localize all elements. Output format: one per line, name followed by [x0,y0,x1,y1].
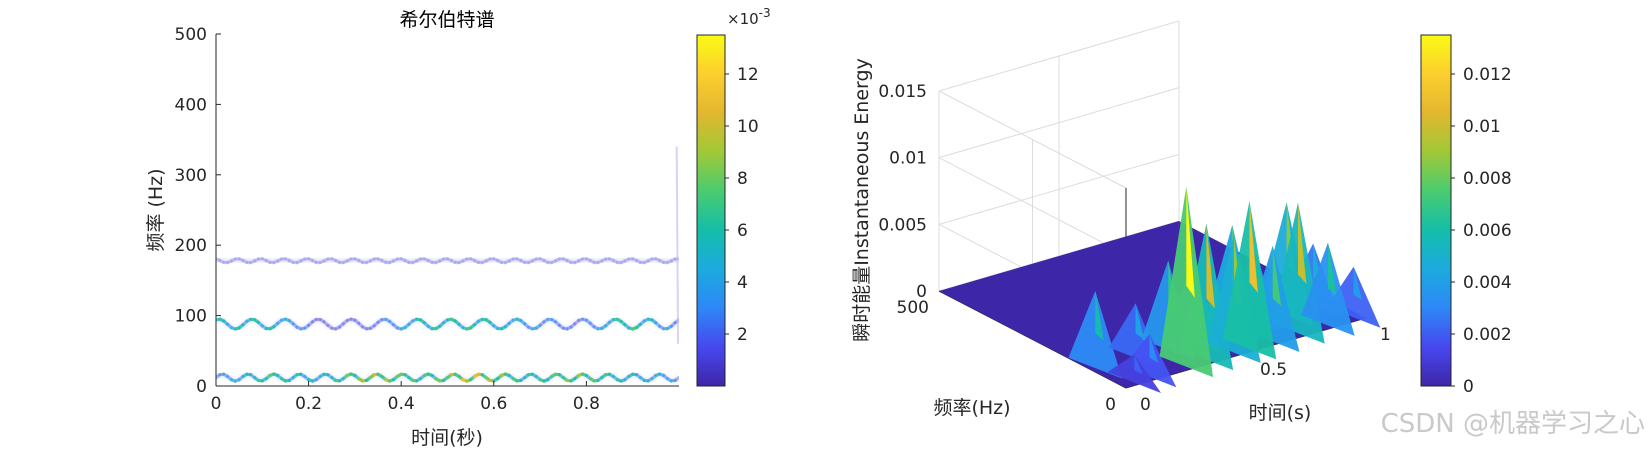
right-colorbar-bar [1420,34,1452,387]
surface-peak-crest [1249,200,1258,293]
surface-peak [1301,242,1355,336]
surface-peak-crest [1186,186,1195,298]
colorbar-tick-label: 10 [737,117,759,137]
left-plot-area [216,34,679,386]
y-tick-label: 300 [175,166,207,186]
right-colorbar-ticks: 0 0.002 0.004 0.006 0.008 0.01 0.012 [1451,65,1512,397]
left-y-ticks: 0 100 200 300 400 500 [175,25,221,397]
surface-peak-crest [1206,223,1215,309]
x-tick-label: 0 [211,394,222,414]
y-tick-label: 500 [175,25,207,45]
surface-peak-crest [1297,202,1307,285]
colorbar-tick-label: 0.012 [1463,65,1512,85]
surface-peak [1107,354,1162,393]
colorbar-tick-label: 2 [737,325,748,345]
colorbar-tick-label: 0.006 [1463,221,1512,241]
right-z-label: 瞬时能量Instantaneous Energy [851,58,873,342]
surface-peak-crest [1134,354,1143,375]
colorbar-tick-label: 8 [737,169,748,189]
surface-peak [1068,290,1123,379]
ridge-IMF-high [216,254,679,267]
x-tick-label: 0 [1140,395,1151,415]
left-title: 希尔伯特谱 [399,9,494,31]
colorbar-tick-label: 0 [1463,377,1474,397]
x-tick-label: 0.4 [388,394,415,414]
colorbar-tick-label: 0.01 [1463,117,1501,137]
y-tick-label: 500 [897,298,929,318]
surface-peak [1326,266,1381,328]
x-tick-label: 0.2 [295,394,322,414]
y-tick-label: 100 [175,307,207,327]
z-tick-label: 0 [916,282,927,302]
spectrum-ridges [216,146,679,385]
surface-peak [1122,334,1177,388]
colorbar-tick-label: 6 [737,221,748,241]
energy-surface [939,186,1381,393]
colorbar-tick-label: 0.008 [1463,169,1512,189]
right-x-label: 时间(s) [1249,402,1312,424]
x-tick-label: 0.8 [573,394,600,414]
left-axes [215,34,679,387]
surface-peak-crest [1353,266,1363,301]
colorbar-tick-label: 0.004 [1463,273,1512,293]
surface-peak-crest [1095,290,1104,341]
colorbar-tick-label: 12 [737,65,759,85]
left-colorbar-exponent: ×10-3 [727,6,771,28]
left-x-ticks: 0 0.2 0.4 0.6 0.8 [211,381,600,414]
y-tick-label: 400 [175,95,207,115]
z-tick-label: 0.01 [889,149,927,169]
right-colorbar: 0 0.002 0.004 0.006 0.008 0.01 0.012 [1420,34,1512,397]
surface-peak-crest [1272,245,1282,307]
left-colorbar-ticks: 2 4 6 8 10 12 [725,65,759,345]
y-tick-label: 0 [1105,395,1116,415]
surface-peak-crest [1135,303,1144,340]
x-tick-label: 0.5 [1260,360,1287,380]
colorbar-tick-label: 4 [737,273,748,293]
left-y-label: 频率 (Hz) [145,168,167,251]
x-tick-label: 1 [1380,325,1391,345]
z-tick-label: 0.015 [878,82,927,102]
x-tick-label: 0.6 [480,394,507,414]
z-tick-label: 0.005 [878,215,927,235]
right-y-label: 频率(Hz) [933,397,1010,419]
left-x-label: 时间(秒) [411,427,483,449]
y-tick-label: 200 [175,236,207,256]
watermark: CSDN @机器学习之心 [1381,409,1645,439]
surface-peak-crest [1327,242,1337,296]
y-tick-label: 0 [196,377,207,397]
ridge-IMF-low [216,370,679,385]
left-colorbar-bar [696,34,726,387]
left-colorbar: 2 4 6 8 10 12 ×10-3 [696,6,771,387]
hilbert-spectrum-plot: 希尔伯特谱 0 0.2 0.4 0.6 0.8 0 100 200 300 400 500 时间(… [145,6,771,449]
colorbar-tick-label: 0.002 [1463,325,1512,345]
ridge-IMF-mid [216,315,679,333]
surface-peak-crest [1149,334,1159,363]
